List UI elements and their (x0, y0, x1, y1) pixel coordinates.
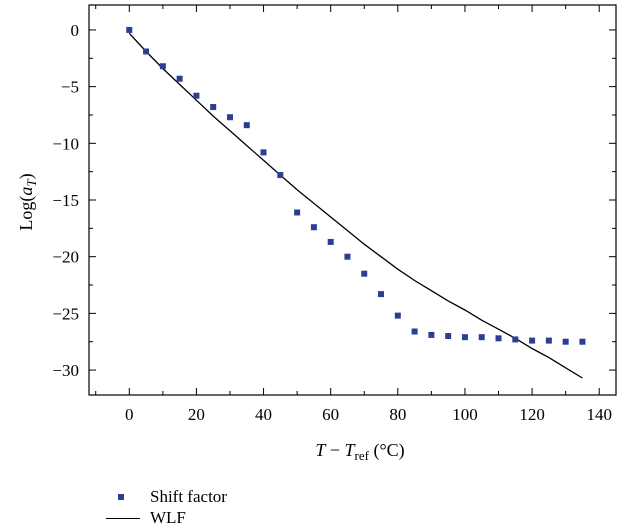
shift-factor-point (210, 104, 217, 111)
x-tick-label: 60 (322, 405, 339, 424)
shift-factor-point (461, 334, 468, 341)
legend-marker-square (104, 486, 142, 508)
wlf-line (128, 32, 583, 379)
x-tick-label: 0 (125, 405, 134, 424)
shift-factor-point (126, 26, 133, 33)
shift-factor-point (445, 333, 452, 340)
x-tick-label: 120 (519, 405, 545, 424)
y-tick-label: −30 (52, 361, 79, 380)
shift-factor-point (294, 209, 301, 216)
shift-factor-point (545, 337, 552, 344)
shift-factor-point (411, 328, 418, 335)
x-tick-label: 20 (188, 405, 205, 424)
shift-factor-point (260, 149, 267, 156)
x-axis-label: T − Tref (°C) (315, 440, 404, 463)
chart: 0 20 40 60 80 100 120 140 0 −5 −10 −15 −20 −25 −30 T −… (16, 4, 617, 463)
x-tick-label: 100 (452, 405, 478, 424)
y-tick-label: −10 (52, 134, 79, 153)
y-axis-label: Log(aT) (16, 173, 39, 230)
x-tick-label: 40 (255, 405, 272, 424)
shift-factor-point (344, 253, 351, 260)
legend-label: Shift factor (150, 487, 227, 506)
shift-factor-point (176, 75, 183, 82)
shift-factor-point (394, 312, 401, 319)
y-tick-label: −5 (61, 78, 79, 97)
legend-marker-line (104, 507, 142, 529)
shift-factor-point (277, 172, 284, 179)
axis-ticks (89, 5, 616, 395)
legend-item-wlf: WLF (104, 507, 186, 529)
shift-factor-points (126, 26, 586, 345)
shift-factor-point (512, 336, 519, 343)
shift-factor-point (495, 335, 502, 342)
shift-factor-point (143, 48, 150, 55)
y-tick-label: −20 (52, 248, 79, 267)
legend: Shift factor WLF (104, 486, 344, 530)
y-tick-label: −15 (52, 191, 79, 210)
tick-labels: 0 20 40 60 80 100 120 140 0 −5 −10 −15 −20 −25 −30 (52, 21, 612, 424)
y-tick-label: 0 (71, 21, 80, 40)
x-tick-label: 140 (586, 405, 612, 424)
shift-factor-point (193, 92, 200, 99)
shift-factor-point (159, 63, 166, 70)
x-tick-label: 80 (389, 405, 406, 424)
shift-factor-point (562, 338, 569, 345)
legend-label: WLF (150, 508, 186, 527)
shift-factor-point (361, 270, 368, 277)
shift-factor-point (529, 337, 536, 344)
shift-factor-point (478, 334, 485, 341)
shift-factor-point (579, 338, 586, 345)
plot-frame (88, 4, 617, 396)
wlf-line-layer (128, 32, 583, 379)
shift-factor-point (310, 224, 317, 231)
legend-item-shift-factor: Shift factor (104, 486, 227, 508)
shift-factor-point (378, 291, 385, 298)
y-tick-label: −25 (52, 304, 79, 323)
shift-factor-point (243, 122, 250, 129)
shift-factor-point (428, 331, 435, 338)
shift-factor-point (327, 238, 334, 245)
shift-factor-point (226, 114, 233, 121)
